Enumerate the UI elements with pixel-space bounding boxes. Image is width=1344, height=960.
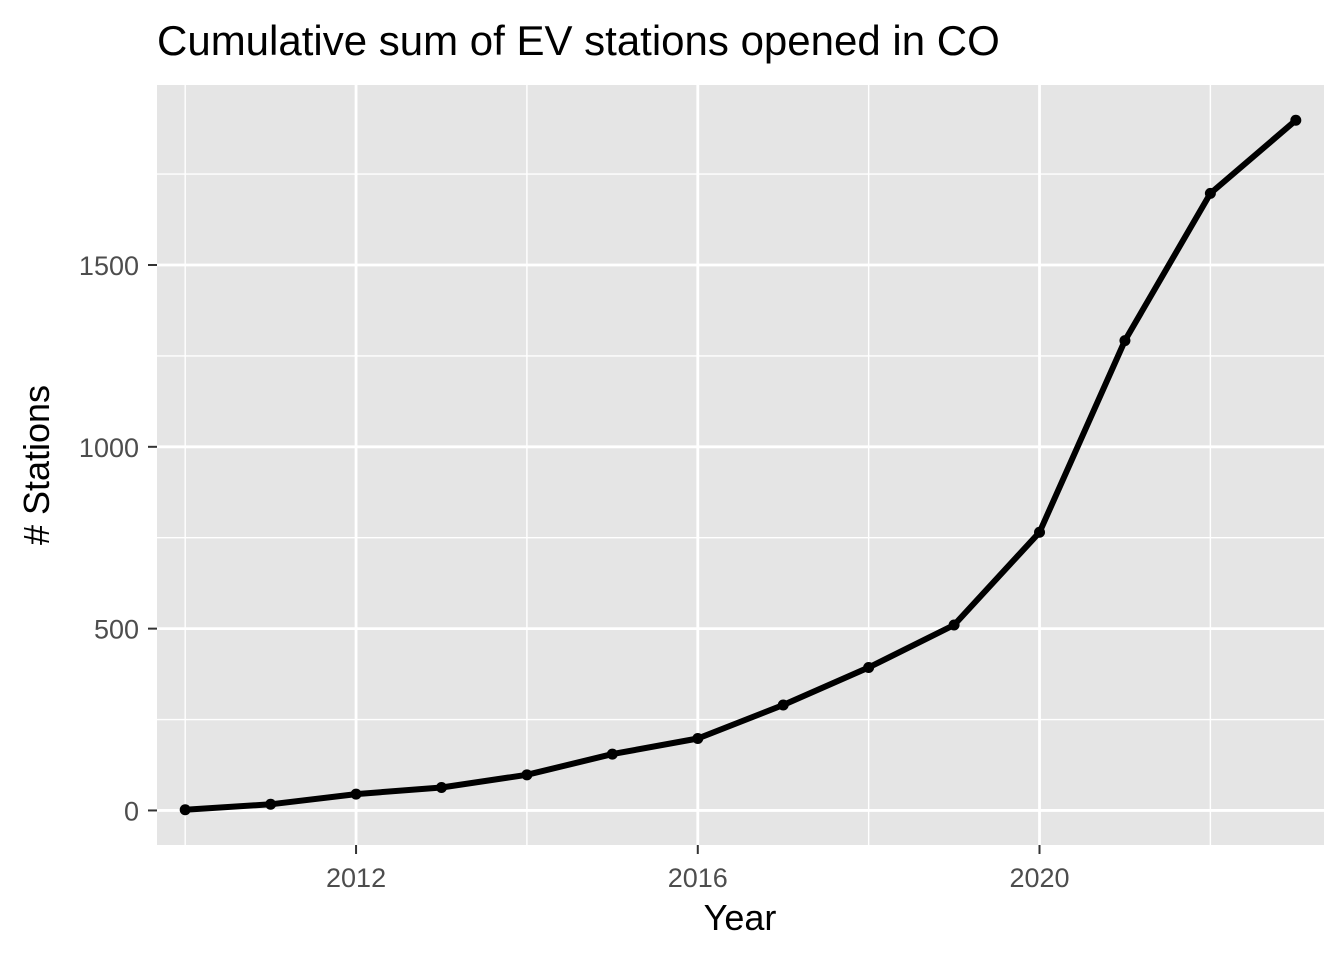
y-tick-label: 1500 (79, 251, 139, 281)
data-point (948, 619, 960, 631)
data-point (863, 662, 875, 674)
series-line (182, 117, 1299, 813)
y-tick-label: 500 (94, 615, 139, 645)
data-point (1119, 335, 1131, 347)
data-point (777, 699, 789, 711)
data-point (1290, 114, 1302, 126)
data-point (350, 788, 362, 800)
data-point (1204, 187, 1216, 199)
x-axis-title: Year (704, 897, 777, 938)
chart-title: Cumulative sum of EV stations opened in … (157, 17, 1000, 64)
plot-area (157, 85, 1324, 845)
data-point (521, 769, 533, 781)
data-point (435, 782, 447, 794)
data-point (1034, 526, 1046, 538)
y-tick-label: 1000 (79, 433, 139, 463)
data-point (179, 804, 191, 816)
data-point (606, 748, 618, 760)
x-tick-label: 2020 (1009, 863, 1069, 893)
data-point (692, 732, 704, 744)
y-axis-title: # Stations (16, 385, 57, 545)
series-layer (179, 114, 1302, 816)
major-gridlines (157, 85, 1324, 845)
plot-panel (157, 85, 1324, 845)
x-tick-label: 2016 (668, 863, 728, 893)
x-tick-label: 2012 (326, 863, 386, 893)
data-point (265, 798, 277, 810)
y-tick-label: 0 (124, 796, 139, 826)
y-axis: 0 500 1000 1500 (79, 251, 157, 826)
x-axis: 2012 2016 2020 (326, 845, 1070, 893)
